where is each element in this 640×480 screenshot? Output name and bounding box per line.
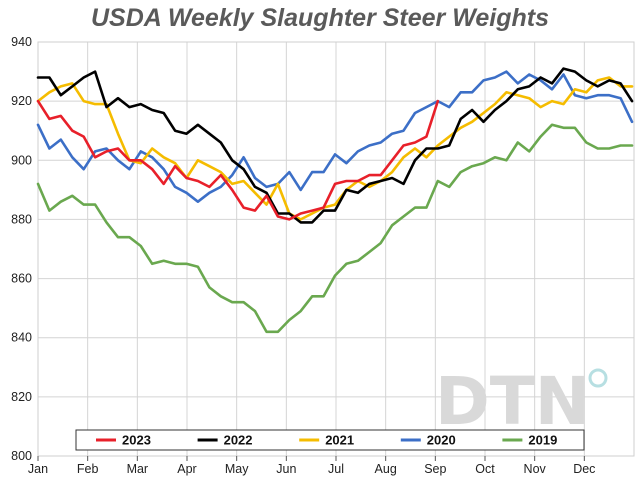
x-tick-label: Jul	[328, 462, 344, 476]
y-tick-label: 800	[11, 449, 32, 463]
legend-label-2019: 2019	[528, 433, 557, 448]
legend: 2023 2022 2021 2020 2019	[75, 429, 585, 451]
series-line-2023	[36, 99, 440, 221]
y-tick-label: 820	[11, 390, 32, 404]
y-tick-label: 900	[11, 153, 32, 167]
y-tick-label: 920	[11, 94, 32, 108]
legend-label-2020: 2020	[427, 433, 456, 448]
x-tick-label: May	[225, 462, 249, 476]
y-tick-label: 880	[11, 212, 32, 226]
x-tick-label: Feb	[77, 462, 99, 476]
series-line-2020	[36, 70, 634, 203]
x-tick-label: Aug	[375, 462, 397, 476]
series-line-2019	[36, 123, 634, 334]
legend-label-2023: 2023	[122, 433, 151, 448]
x-tick-label: Nov	[524, 462, 547, 476]
chart-title: USDA Weekly Slaughter Steer Weights	[91, 4, 549, 32]
axes: 800 820 840 860 880 900 920 940 Jan Feb Mar Apr May J…	[11, 35, 595, 476]
y-tick-label: 840	[11, 331, 32, 345]
legend-label-2021: 2021	[325, 433, 354, 448]
y-tick-label: 860	[11, 272, 32, 286]
watermark-text: DTN	[435, 363, 590, 440]
x-tick-label: Jun	[276, 462, 296, 476]
gridlines	[37, 41, 635, 457]
x-tick-label: Sep	[424, 462, 446, 476]
series-line-2021	[36, 76, 634, 221]
x-tick-label: Mar	[127, 462, 149, 476]
x-tick-label: Jan	[28, 462, 48, 476]
x-tick-label: Oct	[475, 462, 495, 476]
y-tick-label: 940	[11, 35, 32, 49]
legend-box	[75, 429, 585, 451]
series-layer	[36, 67, 634, 334]
legend-label-2022: 2022	[224, 433, 253, 448]
dtn-watermark-logo: DTN	[435, 363, 608, 440]
series-line-2022	[36, 67, 634, 224]
x-tick-label: Apr	[177, 462, 196, 476]
x-tick-label: Dec	[573, 462, 595, 476]
